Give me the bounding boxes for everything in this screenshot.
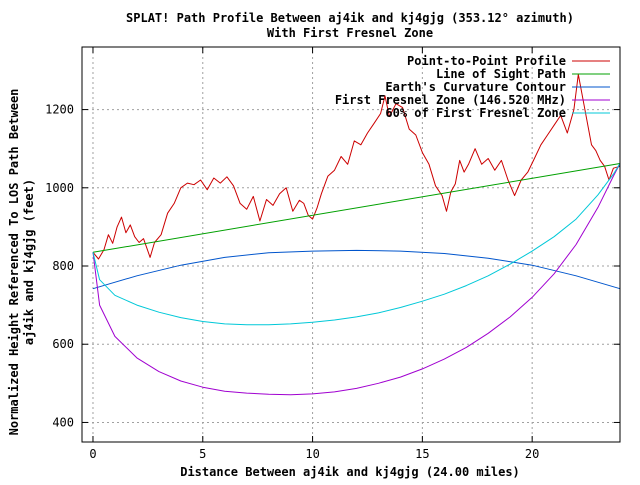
y-tick-label: 800	[52, 259, 74, 273]
x-tick-label: 0	[89, 447, 96, 461]
x-tick-label: 10	[305, 447, 319, 461]
y-tick-label: 1200	[45, 103, 74, 117]
series-line-60-of-first-fresnel-zone	[92, 163, 621, 326]
y-tick-label: 600	[52, 337, 74, 351]
x-tick-label: 5	[199, 447, 206, 461]
y-tick-label: 1000	[45, 181, 74, 195]
x-tick-label: 20	[525, 447, 539, 461]
series-group	[92, 73, 621, 396]
series-line-first-fresnel-zone-146-520-mhz	[92, 163, 621, 396]
grid	[82, 47, 620, 442]
chart-subtitle: With First Fresnel Zone	[267, 26, 433, 40]
legend-label-60-of-first-fresnel-zone: 60% of First Fresnel Zone	[385, 106, 566, 120]
legend-label-line-of-sight-path: Line of Sight Path	[436, 67, 566, 81]
y-tick-label: 400	[52, 415, 74, 429]
legend-label-earth-s-curvature-contour: Earth's Curvature Contour	[385, 80, 566, 94]
x-axis-label: Distance Between aj4ik and kj4gjg (24.00…	[180, 465, 520, 479]
ticks: 0 5 10 15 20 400 600 800 1000 1200	[45, 47, 620, 461]
y-axis-label-line2: aj4ik and kj4gjg (feet)	[22, 179, 36, 345]
x-tick-label: 15	[415, 447, 429, 461]
series-line-line-of-sight-path	[92, 163, 621, 253]
chart-title: SPLAT! Path Profile Between aj4ik and kj…	[126, 11, 574, 25]
legend-label-first-fresnel-zone-146-520-mhz: First Fresnel Zone (146.520 MHz)	[335, 93, 566, 107]
y-axis-label-line1: Normalized Height Referenced To LOS Path…	[7, 89, 21, 436]
legend-label-point-to-point-profile: Point-to-Point Profile	[407, 54, 566, 68]
series-line-earth-s-curvature-contour	[92, 249, 621, 290]
plot-frame	[81, 46, 621, 443]
series-line-point-to-point-profile	[92, 73, 621, 260]
